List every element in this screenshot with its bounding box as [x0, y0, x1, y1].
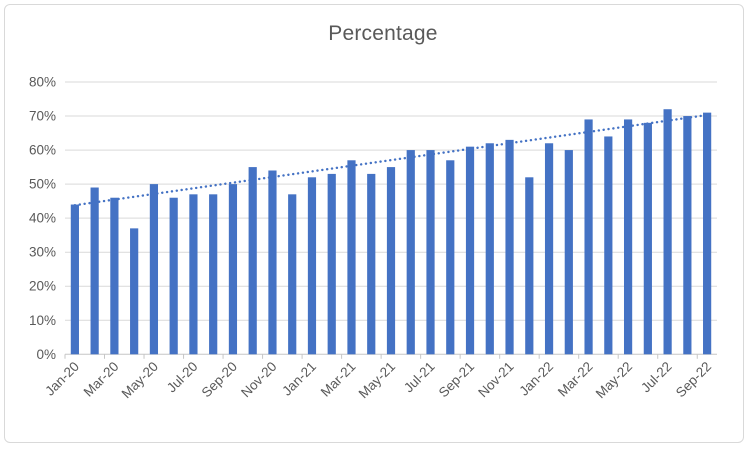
- bar-Aug-20: [209, 194, 218, 355]
- x-axis-label-Sep-22: Sep-22: [673, 359, 714, 400]
- x-axis-label-Jan-22: Jan-22: [516, 359, 556, 399]
- bar-Mar-21: [347, 160, 356, 355]
- y-axis-label-80%: 80%: [29, 75, 56, 90]
- bar-Sep-22: [703, 112, 712, 355]
- y-axis-label-0%: 0%: [36, 347, 56, 362]
- bar-Aug-21: [446, 160, 455, 355]
- bar-Jul-21: [426, 150, 435, 355]
- bar-Nov-20: [268, 170, 277, 355]
- y-axis-label-50%: 50%: [29, 177, 56, 192]
- x-axis-label-Sep-20: Sep-20: [199, 359, 240, 400]
- bar-Apr-22: [604, 136, 613, 355]
- chart-title: Percentage: [328, 22, 438, 45]
- bar-Nov-21: [505, 139, 514, 355]
- x-axis-label-Nov-20: Nov-20: [238, 359, 279, 400]
- y-axis-label-30%: 30%: [29, 245, 56, 260]
- bar-Oct-21: [485, 143, 494, 355]
- bar-Jan-21: [307, 177, 317, 355]
- bar-Sep-20: [228, 184, 238, 355]
- bar-Jun-22: [643, 122, 652, 355]
- y-axis-label-40%: 40%: [29, 211, 56, 226]
- x-axis-label-Jan-20: Jan-20: [42, 359, 82, 399]
- x-axis-label-Mar-22: Mar-22: [555, 359, 596, 400]
- x-axis-label-May-22: May-22: [593, 359, 635, 401]
- bar-Feb-22: [564, 150, 573, 355]
- bar-Jul-22: [663, 109, 672, 355]
- x-axis-label-Mar-21: Mar-21: [318, 359, 359, 400]
- bar-Jun-20: [169, 197, 178, 355]
- bar-May-22: [623, 119, 633, 355]
- bar-Jul-20: [189, 194, 198, 355]
- bar-May-20: [149, 184, 159, 355]
- x-axis-label-May-21: May-21: [356, 359, 398, 401]
- y-axis-label-70%: 70%: [29, 109, 56, 124]
- y-axis-label-20%: 20%: [29, 279, 56, 294]
- bar-Apr-20: [130, 228, 139, 355]
- bar-Jan-20: [70, 204, 79, 355]
- bar-Apr-21: [367, 173, 376, 355]
- bar-Oct-20: [248, 167, 257, 355]
- bar-Mar-22: [584, 119, 593, 355]
- x-axis-label-Jul-20: Jul-20: [164, 359, 201, 396]
- bar-May-21: [386, 167, 396, 355]
- x-axis-label-Jul-22: Jul-22: [638, 359, 675, 396]
- bar-Mar-20: [110, 197, 119, 355]
- bar-Feb-20: [90, 187, 99, 355]
- bar-Dec-21: [525, 177, 534, 355]
- y-axis-label-10%: 10%: [29, 313, 56, 328]
- x-axis-label-Sep-21: Sep-21: [436, 359, 477, 400]
- x-axis-label-Jul-21: Jul-21: [401, 359, 438, 396]
- bar-Jun-21: [406, 150, 415, 355]
- x-axis-label-Mar-20: Mar-20: [81, 359, 122, 400]
- x-axis-label-May-20: May-20: [119, 359, 161, 401]
- bar-Sep-21: [465, 146, 475, 355]
- x-axis-label-Jan-21: Jan-21: [279, 359, 319, 399]
- y-axis-label-60%: 60%: [29, 143, 56, 158]
- bar-Feb-21: [327, 173, 336, 355]
- x-axis-label-Nov-21: Nov-21: [475, 359, 516, 400]
- bar-Aug-22: [683, 116, 692, 355]
- trendline: [73, 113, 709, 207]
- bar-Dec-20: [288, 194, 297, 355]
- bar-Jan-22: [544, 143, 554, 355]
